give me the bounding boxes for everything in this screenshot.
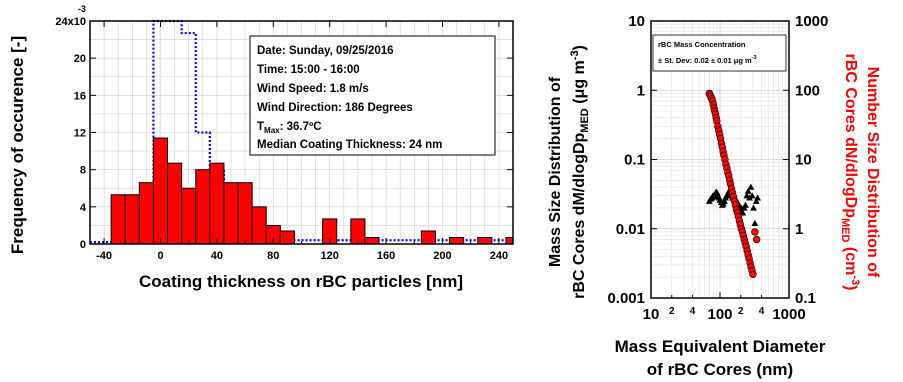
histogram-bar <box>251 206 267 245</box>
histogram-bar <box>167 162 183 245</box>
y-right-tick-label: 1000 <box>795 13 828 30</box>
histogram-bar <box>449 236 465 245</box>
histogram-bar <box>152 137 169 245</box>
histogram-bar <box>181 187 197 245</box>
info-line-date: Date: Sunday, 09/25/2016 <box>257 45 394 57</box>
mass-point <box>754 194 761 201</box>
histogram-bar <box>124 194 140 245</box>
y-tick-label: 24x10 <box>55 16 86 28</box>
y-left-tick-label: 0.001 <box>607 290 645 307</box>
mass-point <box>744 187 752 194</box>
x-tick-label: 10 <box>643 306 660 323</box>
mass-point <box>750 204 757 211</box>
size-y-left-ticks: 0.001 0.01 0.1 1 10 <box>607 13 657 307</box>
histogram-y-ticks: 0 4 8 12 16 20 24x10 <box>55 16 513 251</box>
histogram-bar <box>195 169 211 245</box>
x-minor-tick-label: 4 <box>690 306 696 317</box>
y-tick-label: 12 <box>74 128 86 140</box>
y-right-tick-label: 10 <box>795 152 812 169</box>
x-tick-label: 0 <box>157 250 163 262</box>
histogram-y-exponent: -3 <box>78 4 86 14</box>
y-left-tick-label: 1 <box>637 82 645 99</box>
y-tick-label: 20 <box>74 53 86 65</box>
mass-point <box>747 183 755 190</box>
info-box: Date: Sunday, 09/25/2016 Time: 15:00 - 1… <box>249 35 496 156</box>
histogram-bar <box>138 182 154 245</box>
histogram-bar <box>110 194 126 245</box>
histogram-bar <box>420 230 436 245</box>
histogram-bar <box>279 230 295 245</box>
histogram-x-axis-label: Coating thickness on rBC particles [nm] <box>139 272 463 291</box>
mass-point <box>742 201 749 208</box>
size-x-axis-label-line1: Mass Equivalent Diameter <box>615 337 826 356</box>
histogram-bar <box>237 182 253 245</box>
mass-point <box>748 192 756 199</box>
histogram-bar <box>350 218 366 245</box>
x-tick-label: 160 <box>377 250 395 262</box>
histogram-panel: -40 0 40 80 120 160 200 240 0 4 8 12 16 20 24x10 -3 C… <box>8 4 514 291</box>
legend-line: ± St. Dev: 0.02 ± 0.01 μg m-3 <box>658 55 757 65</box>
histogram-bars <box>110 137 514 245</box>
mass-point <box>752 197 760 204</box>
size-y-left-label-line2: rBC Cores dM/dlogDpMED (μg m-3) <box>569 45 591 299</box>
mass-point <box>721 197 728 204</box>
mass-concentration-legend: rBC Mass Concentration ± St. Dev: 0.02 ±… <box>652 34 787 72</box>
info-line-median-coating: Median Coating Thickness: 24 nm <box>257 139 442 151</box>
size-y-right-label-line1: Number Size Distribution of <box>864 67 881 278</box>
number-point <box>751 228 759 236</box>
x-minor-tick-label: 4 <box>759 306 765 317</box>
y-left-tick-label: 0.1 <box>624 152 645 169</box>
histogram-bar <box>209 162 225 245</box>
histogram-y-axis-label: Frequency of occurence [-] <box>8 36 27 254</box>
y-tick-label: 8 <box>80 165 86 177</box>
y-right-tick-label: 0.1 <box>795 290 816 307</box>
y-right-tick-label: 100 <box>795 82 820 99</box>
histogram-bar <box>223 182 239 245</box>
y-right-tick-label: 1 <box>795 221 803 238</box>
x-minor-tick-label: 2 <box>738 306 744 317</box>
x-tick-label: 1000 <box>772 306 805 323</box>
info-line-time: Time: 15:00 - 16:00 <box>257 64 360 76</box>
info-line-wind-speed: Wind Speed: 1.8 m/s <box>257 83 369 95</box>
x-tick-label: 100 <box>707 306 732 323</box>
x-tick-label: -40 <box>96 250 112 262</box>
mass-point <box>739 209 747 216</box>
info-line-tmax: TMax: 36.7ºC <box>257 121 322 135</box>
y-tick-label: 0 <box>80 239 86 251</box>
number-point <box>752 235 761 244</box>
x-minor-tick-label: 2 <box>669 306 675 317</box>
x-tick-label: 40 <box>211 250 223 262</box>
x-tick-label: 80 <box>267 250 279 262</box>
size-y-right-ticks: 0.1 1 10 100 1000 <box>783 13 828 307</box>
x-tick-label: 240 <box>490 250 508 262</box>
mass-point <box>751 219 759 226</box>
number-point <box>749 270 757 278</box>
legend-title: rBC Mass Concentration <box>658 40 746 49</box>
size-y-left-label-line1: Mass Size Distribution of <box>547 76 564 267</box>
size-x-ticks: 10 100 1000 2 4 2 4 <box>643 292 806 323</box>
size-x-axis-label-line2: of rBC Cores (nm) <box>647 360 793 379</box>
number-series <box>705 89 761 278</box>
histogram-bar <box>364 236 380 245</box>
info-line-wind-direction: Wind Direction: 186 Degrees <box>257 102 413 114</box>
histogram-bar <box>505 236 514 245</box>
x-tick-label: 120 <box>321 250 339 262</box>
histogram-bar <box>477 236 493 245</box>
size-y-right-label-line2: rBC Cores dN/dlogDpMED (cm-3) <box>839 54 861 291</box>
y-left-tick-label: 10 <box>628 13 645 30</box>
histogram-x-ticks: -40 0 40 80 120 160 200 240 <box>96 21 508 262</box>
y-left-tick-label: 0.01 <box>616 221 645 238</box>
y-tick-label: 16 <box>74 90 86 102</box>
x-tick-label: 200 <box>433 250 451 262</box>
y-tick-label: 4 <box>80 202 87 214</box>
